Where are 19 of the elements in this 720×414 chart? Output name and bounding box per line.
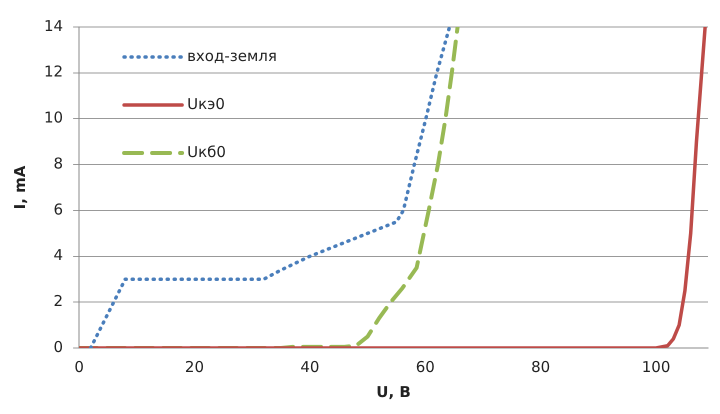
x-tick-label: 60 [416, 358, 435, 376]
y-tick-label: 4 [54, 246, 64, 264]
y-tick-label: 8 [54, 154, 64, 172]
legend-label: Uкэ0 [187, 94, 225, 113]
legend-label: Uкб0 [187, 142, 226, 161]
y-tick-label: 6 [54, 200, 64, 218]
x-tick-label: 80 [531, 358, 550, 376]
x-tick-label: 20 [184, 358, 204, 376]
legend-label: вход-земля [187, 46, 277, 65]
y-axis-title: I, mA [10, 165, 29, 210]
x-tick-label: 100 [642, 358, 670, 376]
x-axis-title: U, B [376, 382, 411, 401]
y-tick-label: 0 [54, 338, 64, 356]
x-tick-label: 0 [74, 358, 84, 376]
y-tick-label: 14 [44, 16, 64, 35]
y-tick-label: 10 [44, 108, 64, 127]
y-tick-label: 2 [54, 292, 64, 310]
x-tick-label: 40 [300, 358, 320, 376]
y-tick-label: 12 [44, 62, 64, 81]
